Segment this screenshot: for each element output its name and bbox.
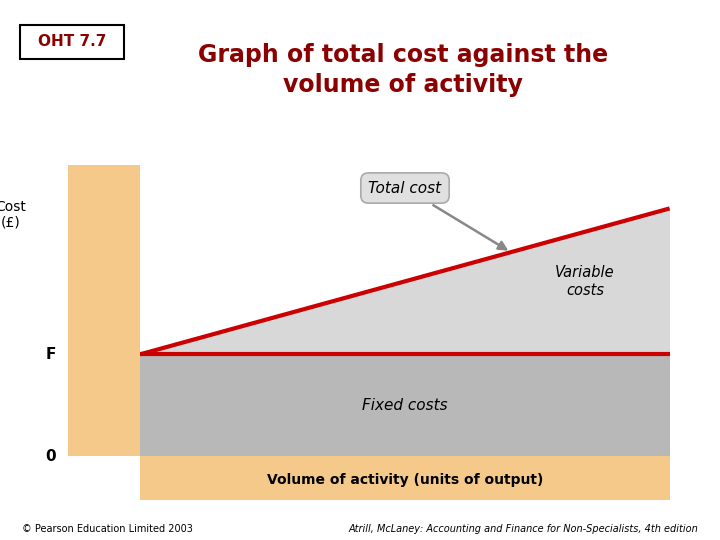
Text: Fixed costs: Fixed costs xyxy=(362,398,448,413)
Polygon shape xyxy=(140,208,670,354)
Text: Volume of activity (units of output): Volume of activity (units of output) xyxy=(267,473,543,487)
Text: Atrill, McLaney: Accounting and Finance for Non-Specialists, 4th edition: Atrill, McLaney: Accounting and Finance … xyxy=(348,523,698,534)
Text: F: F xyxy=(45,347,55,362)
FancyBboxPatch shape xyxy=(20,25,124,59)
Text: Total cost: Total cost xyxy=(369,180,506,249)
Text: © Pearson Education Limited 2003: © Pearson Education Limited 2003 xyxy=(22,523,192,534)
Text: Variable
costs: Variable costs xyxy=(555,265,615,298)
Polygon shape xyxy=(140,354,670,456)
Text: Cost
(£): Cost (£) xyxy=(0,200,26,230)
Text: OHT 7.7: OHT 7.7 xyxy=(38,35,106,49)
Text: Graph of total cost against the
volume of activity: Graph of total cost against the volume o… xyxy=(198,43,608,97)
Text: 0: 0 xyxy=(45,449,55,464)
